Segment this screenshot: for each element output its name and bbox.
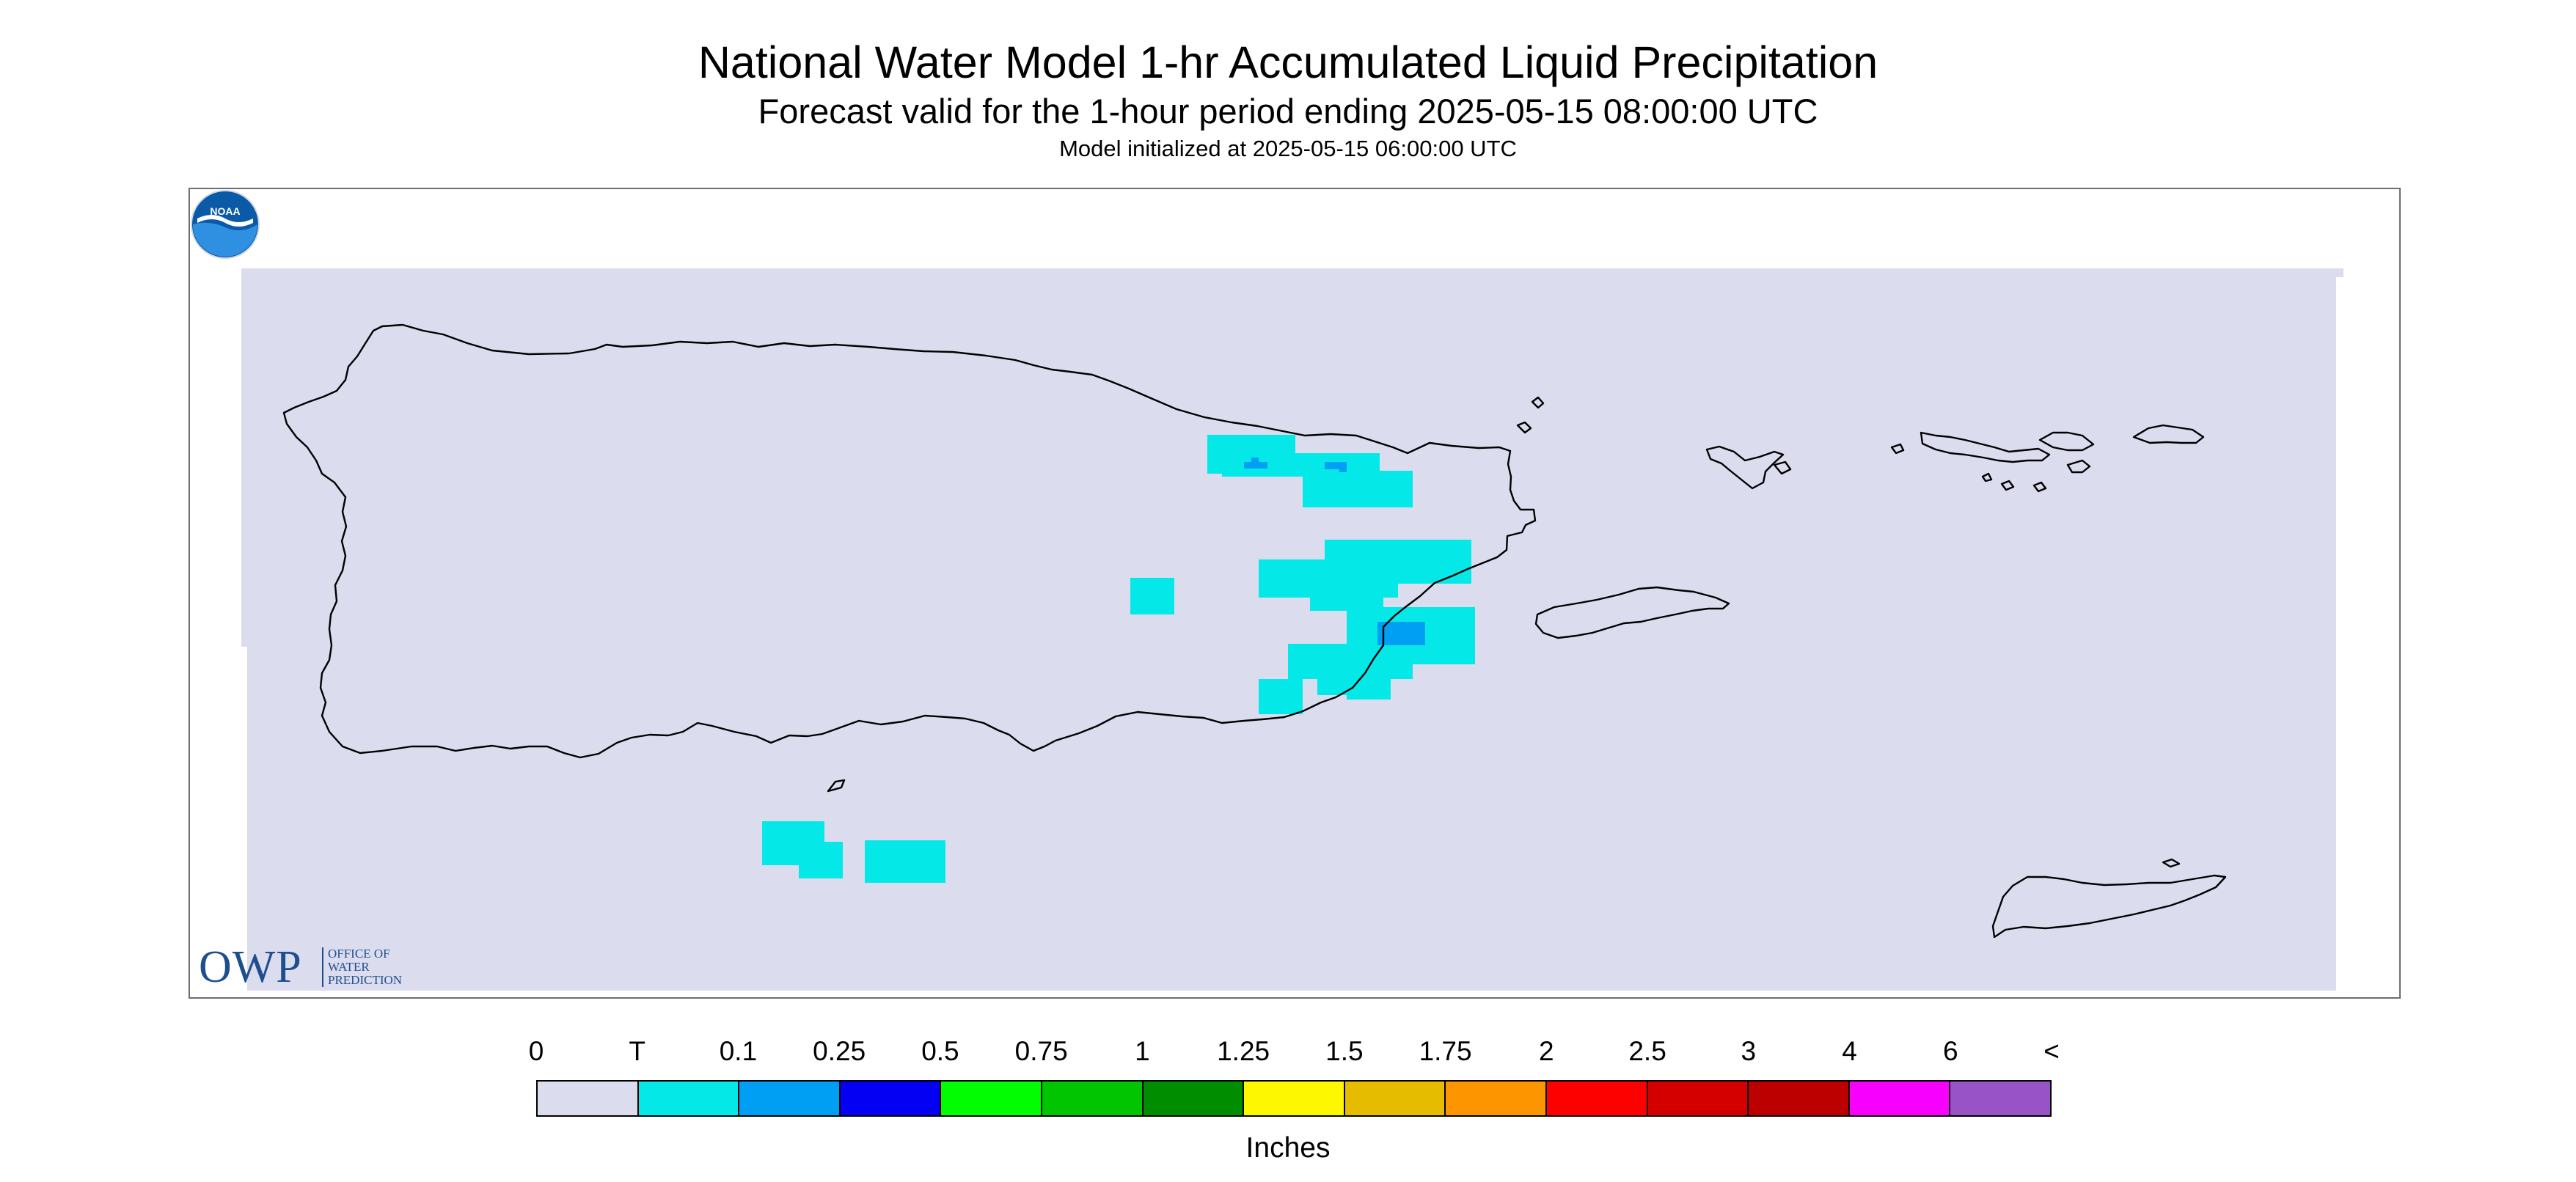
st-croix-coastline [1991, 874, 2227, 939]
coastlines [282, 323, 2227, 939]
islet [1981, 472, 1993, 482]
legend-label: 6 [1942, 1036, 1958, 1066]
legend-swatch [538, 1082, 639, 1115]
legend-label: 2 [1539, 1036, 1554, 1066]
virgin-gorda-coastline [2066, 459, 2091, 474]
legend-labels: 0 T 0.1 0.25 0.5 0.75 1 1.25 1.5 1.75 2 2.5 3 4 6 < [0, 1034, 2576, 1071]
precip-cell [1130, 578, 1174, 614]
culebra-coastline [1705, 445, 1785, 490]
owp-logo-line: OFFICE OF [328, 947, 390, 961]
legend-swatch [1143, 1082, 1245, 1115]
legend-label: 0.25 [813, 1036, 866, 1066]
legend-swatch [1042, 1082, 1144, 1115]
legend-label: 1.25 [1217, 1036, 1270, 1066]
legend-label: 3 [1741, 1036, 1757, 1066]
legend-label: 0.1 [719, 1036, 758, 1066]
owp-logo-divider [322, 947, 323, 987]
precip-cell [1325, 462, 1347, 469]
legend-label: 0.75 [1014, 1036, 1068, 1066]
legend-units: Inches [1245, 1132, 1331, 1164]
noaa-logo-text: NOAA [210, 205, 240, 217]
mona-islet [827, 779, 846, 793]
st-thomas-coastline [1920, 431, 2051, 463]
precipitation-map [241, 268, 2399, 997]
legend-swatch [1749, 1082, 1850, 1115]
precip-cell [1251, 458, 1259, 463]
legend-swatch [941, 1082, 1042, 1115]
precip-trace-cells [762, 435, 1475, 883]
legend-colorbar [536, 1080, 2052, 1117]
islet [2162, 858, 2181, 868]
legend-label: T [629, 1036, 646, 1066]
precip-cell [1244, 462, 1267, 469]
domain-edge-gap [2336, 277, 2399, 996]
islet [1773, 460, 1792, 475]
domain-edge-gap [241, 647, 247, 991]
legend-label: 2.5 [1628, 1036, 1666, 1066]
legend-swatch [638, 1082, 740, 1115]
legend-label: 0 [528, 1036, 544, 1066]
owp-logo-line: WATER [328, 960, 370, 974]
tortola-coastline [2132, 424, 2205, 444]
legend-swatch [1849, 1082, 1951, 1115]
islet [1531, 396, 1545, 409]
legend-swatch [1647, 1082, 1749, 1115]
precip-cell [1347, 666, 1391, 700]
domain-edge-gap [799, 991, 1779, 997]
legend-swatch [840, 1082, 942, 1115]
precip-cell [1339, 466, 1347, 472]
puerto-rico-coastline [282, 323, 1537, 759]
legend-swatch [1344, 1082, 1446, 1115]
islet [1890, 443, 1905, 455]
domain-edge-gap [2343, 268, 2399, 277]
legend-swatch [1546, 1082, 1648, 1115]
islet [2000, 480, 2015, 491]
map-frame: OWP OFFICE OF WATER PREDICTION NOAA [189, 188, 2401, 999]
legend-label: 1.5 [1325, 1036, 1364, 1066]
precip-cell [1310, 581, 1383, 611]
precip-cell [865, 840, 945, 883]
precip-cell [1303, 471, 1413, 507]
chart-title: National Water Model 1-hr Accumulated Li… [698, 37, 1878, 87]
legend-swatch [739, 1082, 841, 1115]
vieques-coastline [1534, 586, 1730, 639]
legend-label: 0.5 [921, 1036, 959, 1066]
legend-swatch [1446, 1082, 1547, 1115]
legend-label: < [2043, 1036, 2060, 1066]
owp-logo-line: PREDICTION [328, 973, 403, 987]
islet [1516, 421, 1532, 434]
legend-swatch [1950, 1082, 2050, 1115]
chart-subtitle: Forecast valid for the 1-hour period end… [758, 92, 1818, 131]
islet [2032, 481, 2047, 493]
owp-logo: OWP OFFICE OF WATER PREDICTION [199, 944, 448, 990]
legend-label: 1.75 [1419, 1036, 1472, 1066]
legend-swatch [1244, 1082, 1345, 1115]
owp-logo-words: OFFICE OF WATER PREDICTION [328, 947, 402, 987]
model-domain-area [241, 268, 2395, 991]
precip-cell [799, 842, 843, 878]
st-john-coastline [2038, 431, 2095, 452]
precip-cell [1259, 679, 1303, 714]
noaa-logo: NOAA [191, 190, 260, 259]
legend-label: 1 [1135, 1036, 1150, 1066]
model-init-line: Model initialized at 2025-05-15 06:00:00… [1059, 136, 1517, 161]
owp-logo-letters: OWP [199, 942, 302, 992]
legend-label: 4 [1842, 1036, 1857, 1066]
